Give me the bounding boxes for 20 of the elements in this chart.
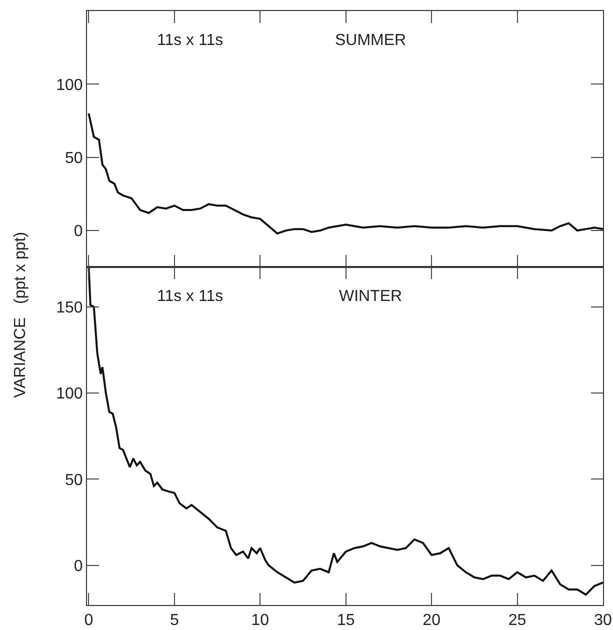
- y-tick-label: 0: [74, 223, 83, 240]
- line-series: [88, 112, 603, 234]
- y-tick-label: 50: [65, 472, 83, 489]
- text: SUMMER: [335, 32, 406, 49]
- y-tick-label: 150: [56, 299, 83, 316]
- y-axis-title: VARIANCE (ppt x ppt): [12, 232, 29, 398]
- x-tick-label: 25: [508, 612, 526, 630]
- x-tick-label: 5: [170, 612, 179, 630]
- x-tick-label: 15: [336, 612, 355, 630]
- y-tick-label: 100: [56, 386, 83, 403]
- text: WINTER: [339, 288, 402, 305]
- line-series: [88, 267, 603, 596]
- y-tick-label: 100: [56, 76, 83, 94]
- x-tick-label: 30: [594, 612, 612, 630]
- y-tick-label: 50: [65, 150, 83, 167]
- y-tick-label: 0: [74, 558, 83, 575]
- x-tick-label: 20: [422, 612, 441, 630]
- x-tick-label: 10: [251, 612, 270, 630]
- annotation: 11s x 11s: [157, 32, 224, 49]
- annotation: 11s x 11s: [157, 288, 224, 305]
